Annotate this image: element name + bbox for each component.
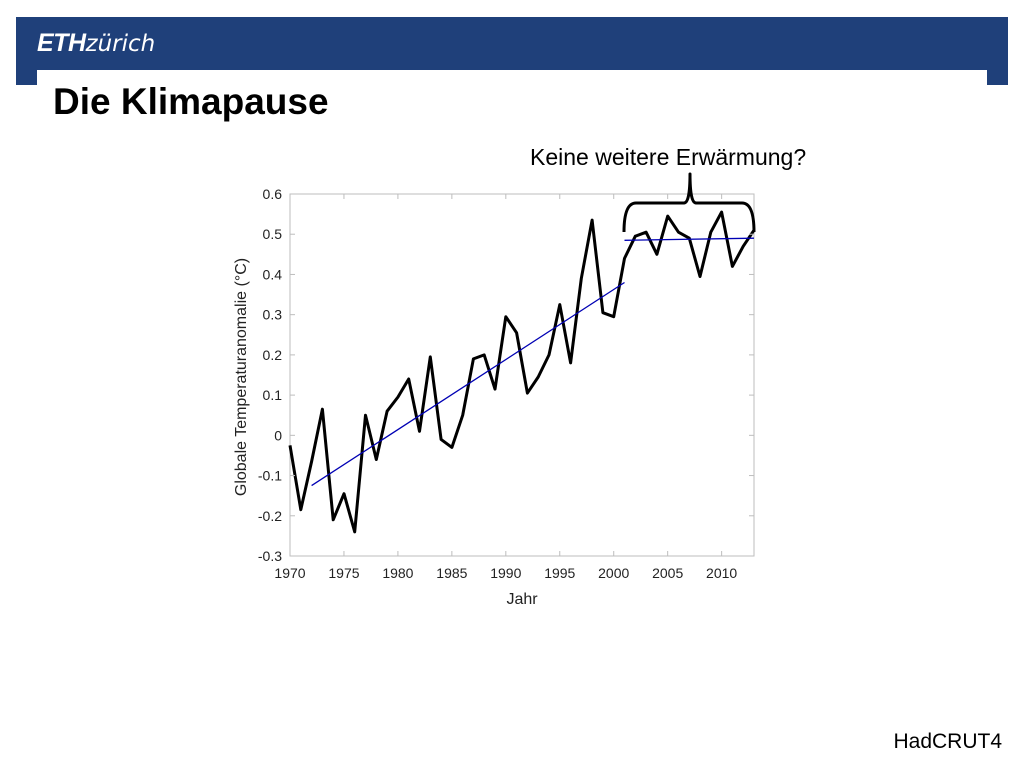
annotation-text: Keine weitere Erwärmung? (530, 144, 807, 170)
logo-zurich-text: zürich (85, 31, 156, 57)
y-tick-label: 0 (274, 427, 282, 443)
trend-line-2 (624, 237, 755, 241)
source-label: HadCRUT4 (893, 730, 1002, 753)
x-tick-label: 1980 (382, 565, 413, 581)
x-tick-label: 1975 (328, 565, 359, 581)
plot-frame (289, 193, 755, 557)
y-tick-label: -0.1 (258, 468, 282, 484)
temperature-series-line (288, 210, 756, 534)
eth-zurich-logo: ETHzürich (37, 26, 155, 61)
y-tick-label: -0.3 (258, 548, 282, 564)
x-tick-label: 2010 (706, 565, 737, 581)
logo-eth-text: ETH (37, 29, 86, 57)
x-axis-label: Jahr (506, 591, 538, 608)
header-divider (37, 70, 987, 90)
x-tick-label: 1990 (490, 565, 521, 581)
y-axis-ticks: -0.3 -0.2 -0.1 0 0.1 0.2 0.3 0.4 0.5 0.6 (258, 186, 754, 564)
y-tick-label: 0.1 (263, 387, 283, 403)
x-tick-label: 1970 (274, 565, 305, 581)
y-tick-label: 0.3 (263, 307, 283, 323)
x-tick-label: 2000 (598, 565, 629, 581)
x-tick-label: 2005 (652, 565, 683, 581)
y-axis-label: Globale Temperaturanomalie (°C) (233, 258, 250, 496)
page-title: Die Klimapause (53, 81, 329, 122)
plot-area-border (289, 193, 755, 557)
curly-brace-path (622, 172, 756, 233)
curly-brace (622, 172, 756, 233)
series-layer (288, 210, 756, 534)
trend-line-1 (311, 281, 625, 487)
y-tick-label: 0.5 (263, 226, 283, 242)
x-axis-ticks: 1970 1975 1980 1985 1990 1995 2000 2005 2010 (274, 194, 737, 581)
y-tick-label: 0.6 (263, 186, 283, 202)
y-tick-label: 0.4 (263, 266, 283, 282)
x-tick-label: 1995 (544, 565, 575, 581)
x-tick-label: 1985 (436, 565, 467, 581)
y-tick-label: 0.2 (263, 347, 283, 363)
y-tick-label: -0.2 (258, 508, 282, 524)
